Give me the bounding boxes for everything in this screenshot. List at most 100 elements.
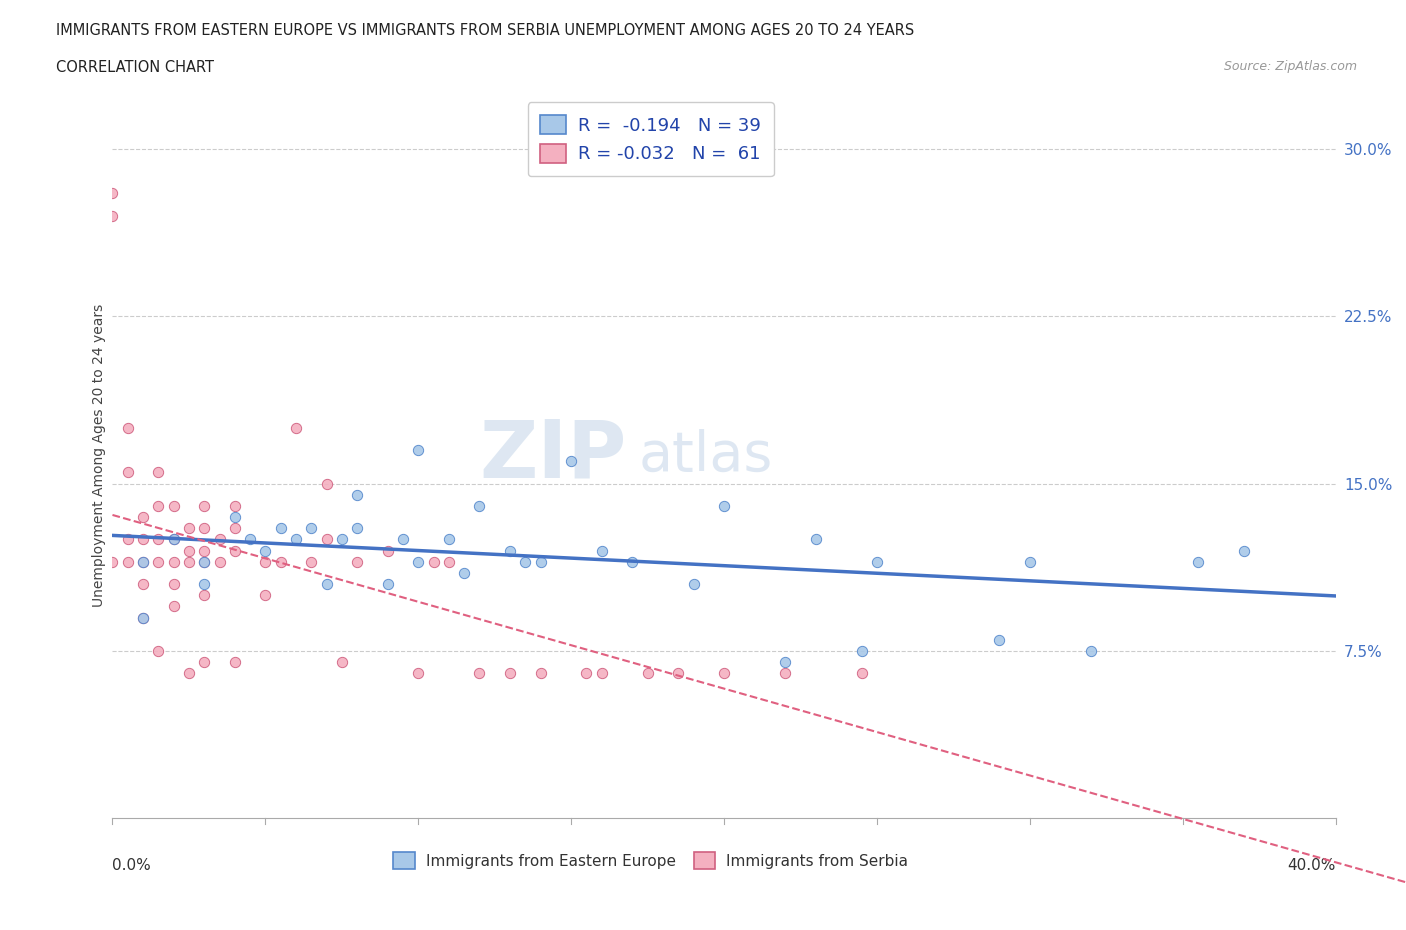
- Point: [713, 498, 735, 513]
- Point: [775, 666, 797, 681]
- Point: [682, 577, 704, 591]
- Point: [224, 543, 246, 558]
- Point: [804, 532, 827, 547]
- Point: [422, 554, 444, 569]
- Point: [117, 532, 139, 547]
- Point: [148, 554, 170, 569]
- Point: [177, 521, 200, 536]
- Point: [408, 554, 430, 569]
- Point: [193, 655, 215, 670]
- Point: [224, 655, 246, 670]
- Point: [193, 521, 215, 536]
- Text: ZIP: ZIP: [479, 417, 626, 495]
- Point: [299, 554, 322, 569]
- Point: [988, 632, 1011, 647]
- Point: [270, 554, 292, 569]
- Point: [224, 498, 246, 513]
- Point: [239, 532, 262, 547]
- Point: [270, 521, 292, 536]
- Point: [515, 554, 537, 569]
- Text: Source: ZipAtlas.com: Source: ZipAtlas.com: [1223, 60, 1357, 73]
- Point: [851, 644, 873, 658]
- Point: [1187, 554, 1209, 569]
- Point: [148, 644, 170, 658]
- Point: [163, 532, 186, 547]
- Point: [208, 532, 231, 547]
- Point: [330, 532, 353, 547]
- Point: [1018, 554, 1040, 569]
- Point: [101, 186, 124, 201]
- Point: [591, 543, 613, 558]
- Point: [117, 420, 139, 435]
- Point: [621, 554, 644, 569]
- Point: [148, 498, 170, 513]
- Point: [377, 577, 399, 591]
- Point: [101, 554, 124, 569]
- Point: [775, 655, 797, 670]
- Point: [468, 666, 491, 681]
- Point: [866, 554, 889, 569]
- Point: [193, 577, 215, 591]
- Point: [346, 487, 368, 502]
- Point: [193, 554, 215, 569]
- Point: [666, 666, 689, 681]
- Text: CORRELATION CHART: CORRELATION CHART: [56, 60, 214, 75]
- Point: [254, 554, 277, 569]
- Text: atlas: atlas: [638, 429, 773, 483]
- Point: [148, 532, 170, 547]
- Point: [101, 208, 124, 223]
- Point: [284, 532, 308, 547]
- Text: 0.0%: 0.0%: [112, 858, 152, 873]
- Point: [315, 532, 337, 547]
- Point: [591, 666, 613, 681]
- Point: [315, 577, 337, 591]
- Point: [193, 543, 215, 558]
- Point: [346, 521, 368, 536]
- Point: [177, 666, 200, 681]
- Point: [132, 510, 155, 525]
- Point: [177, 554, 200, 569]
- Point: [132, 610, 155, 625]
- Point: [851, 666, 873, 681]
- Point: [713, 666, 735, 681]
- Point: [408, 443, 430, 458]
- Point: [132, 554, 155, 569]
- Point: [193, 588, 215, 603]
- Point: [346, 554, 368, 569]
- Point: [163, 498, 186, 513]
- Point: [163, 599, 186, 614]
- Point: [284, 420, 308, 435]
- Point: [163, 532, 186, 547]
- Text: IMMIGRANTS FROM EASTERN EUROPE VS IMMIGRANTS FROM SERBIA UNEMPLOYMENT AMONG AGES: IMMIGRANTS FROM EASTERN EUROPE VS IMMIGR…: [56, 23, 914, 38]
- Point: [117, 465, 139, 480]
- Point: [437, 554, 460, 569]
- Point: [299, 521, 322, 536]
- Point: [132, 610, 155, 625]
- Point: [453, 565, 475, 580]
- Point: [117, 554, 139, 569]
- Point: [193, 498, 215, 513]
- Point: [163, 577, 186, 591]
- Legend: Immigrants from Eastern Europe, Immigrants from Serbia: Immigrants from Eastern Europe, Immigran…: [382, 842, 918, 880]
- Point: [575, 666, 598, 681]
- Point: [637, 666, 659, 681]
- Point: [560, 454, 582, 469]
- Point: [530, 554, 553, 569]
- Point: [437, 532, 460, 547]
- Point: [330, 655, 353, 670]
- Y-axis label: Unemployment Among Ages 20 to 24 years: Unemployment Among Ages 20 to 24 years: [91, 304, 105, 607]
- Point: [132, 577, 155, 591]
- Point: [254, 588, 277, 603]
- Point: [193, 554, 215, 569]
- Point: [1233, 543, 1256, 558]
- Point: [224, 510, 246, 525]
- Point: [408, 666, 430, 681]
- Point: [163, 554, 186, 569]
- Point: [377, 543, 399, 558]
- Text: 40.0%: 40.0%: [1288, 858, 1336, 873]
- Point: [1080, 644, 1102, 658]
- Point: [254, 543, 277, 558]
- Point: [315, 476, 337, 491]
- Point: [499, 543, 522, 558]
- Point: [148, 465, 170, 480]
